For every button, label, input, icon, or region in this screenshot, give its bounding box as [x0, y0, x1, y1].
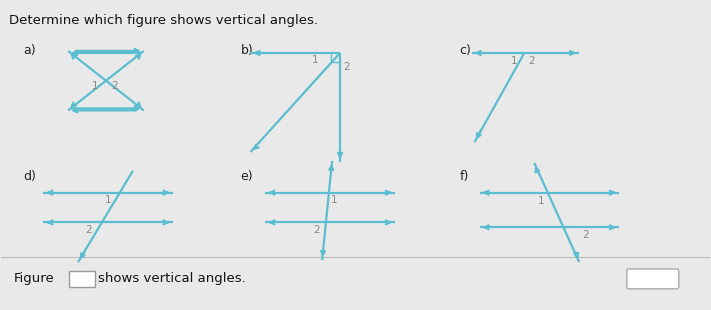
Text: 2: 2: [528, 56, 535, 66]
Text: a): a): [23, 44, 36, 57]
Text: e): e): [240, 170, 253, 183]
Text: 1: 1: [105, 195, 112, 205]
FancyBboxPatch shape: [69, 271, 95, 287]
Text: 2: 2: [111, 81, 117, 91]
Text: ▼: ▼: [79, 274, 85, 283]
Text: 2: 2: [343, 62, 350, 72]
Text: b): b): [240, 44, 253, 57]
Text: 2: 2: [582, 230, 589, 240]
Text: Determine which figure shows vertical angles.: Determine which figure shows vertical an…: [9, 14, 319, 27]
Text: shows vertical angles.: shows vertical angles.: [98, 272, 246, 286]
Text: 1: 1: [538, 196, 545, 206]
Text: 1: 1: [92, 81, 99, 91]
Text: ...: ...: [648, 274, 658, 284]
Text: 1: 1: [331, 195, 338, 205]
Text: Figure: Figure: [14, 272, 54, 286]
Text: d): d): [23, 170, 36, 183]
Text: c): c): [459, 44, 471, 57]
Text: f): f): [459, 170, 469, 183]
Text: 1: 1: [312, 55, 319, 65]
Text: 1: 1: [510, 56, 517, 66]
FancyBboxPatch shape: [627, 269, 679, 289]
Text: 2: 2: [313, 225, 320, 235]
Text: 2: 2: [85, 225, 92, 235]
